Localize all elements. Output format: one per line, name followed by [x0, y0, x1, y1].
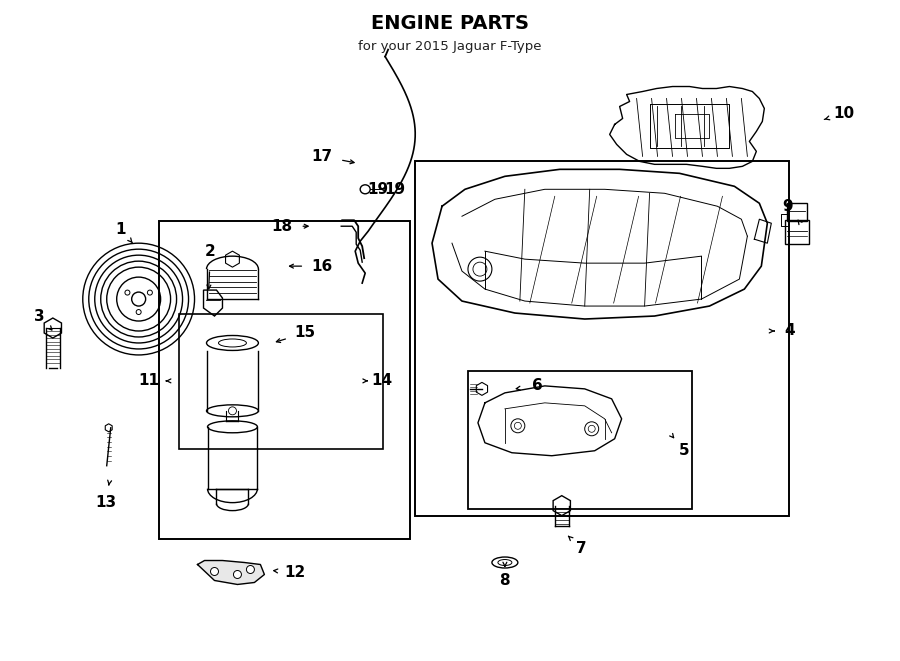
Bar: [415, 161, 789, 516]
Text: 10: 10: [833, 106, 855, 121]
Text: 19: 19: [367, 182, 389, 197]
Text: 7: 7: [576, 541, 587, 556]
Text: 2: 2: [205, 244, 216, 258]
Text: ENGINE PARTS: ENGINE PARTS: [371, 14, 529, 33]
Bar: [158, 221, 410, 539]
Text: 3: 3: [33, 309, 44, 323]
Text: 5: 5: [680, 444, 689, 458]
Text: 18: 18: [272, 219, 292, 234]
Text: 11: 11: [138, 373, 159, 389]
Bar: [468, 371, 692, 508]
Text: 8: 8: [500, 573, 510, 588]
Text: 14: 14: [372, 373, 392, 389]
Text: 13: 13: [95, 495, 116, 510]
Text: 15: 15: [294, 325, 316, 340]
Circle shape: [247, 566, 255, 574]
Text: 12: 12: [284, 565, 306, 580]
Text: for your 2015 Jaguar F-Type: for your 2015 Jaguar F-Type: [358, 40, 542, 53]
Text: 16: 16: [311, 258, 333, 274]
Text: 4: 4: [784, 323, 795, 338]
Circle shape: [233, 570, 241, 578]
Bar: [178, 314, 383, 449]
Polygon shape: [197, 561, 265, 584]
Text: 6: 6: [533, 378, 544, 393]
Text: 1: 1: [115, 221, 126, 237]
Text: 19: 19: [384, 182, 406, 197]
Circle shape: [211, 568, 219, 576]
Text: 9: 9: [782, 199, 793, 214]
Bar: [788, 204, 807, 221]
Bar: [786, 220, 809, 244]
Text: 17: 17: [311, 149, 333, 164]
